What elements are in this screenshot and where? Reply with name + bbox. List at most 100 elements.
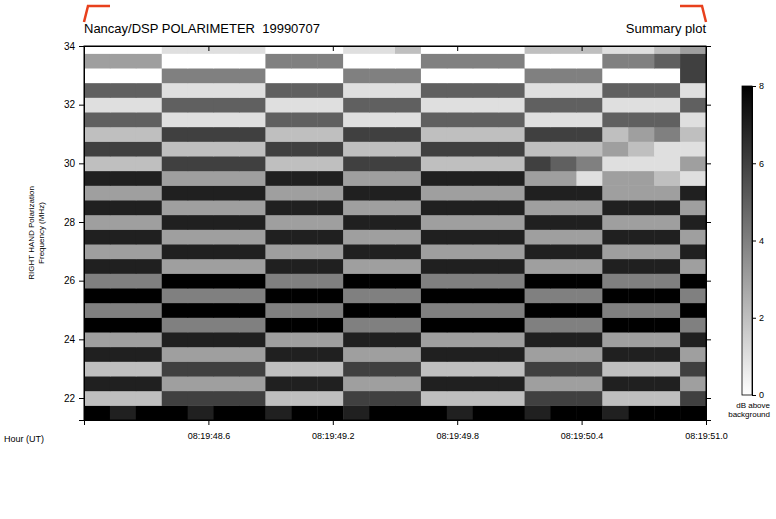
cell — [240, 288, 266, 303]
cell — [576, 127, 602, 142]
cell — [214, 361, 240, 376]
cell — [576, 376, 602, 391]
cell — [551, 259, 577, 274]
cell — [680, 171, 706, 186]
cell — [628, 97, 654, 112]
cell — [602, 405, 628, 420]
cell — [628, 376, 654, 391]
cell — [551, 68, 577, 83]
cell — [654, 46, 680, 54]
tick — [208, 46, 209, 51]
cell — [188, 229, 214, 244]
cell — [680, 97, 706, 112]
cell — [395, 53, 421, 68]
cell — [654, 259, 680, 274]
cell — [473, 391, 499, 406]
cell — [654, 288, 680, 303]
cell — [291, 83, 317, 98]
cell — [188, 141, 214, 156]
cell — [214, 83, 240, 98]
cell — [265, 46, 291, 54]
cell — [291, 347, 317, 362]
cell — [136, 156, 162, 171]
cell — [110, 127, 136, 142]
cell — [499, 229, 525, 244]
cell — [473, 303, 499, 318]
tick: 8 — [752, 81, 764, 91]
cell — [291, 273, 317, 288]
cell — [317, 376, 343, 391]
axis: 22242628303234 — [64, 41, 85, 421]
cell — [499, 46, 525, 54]
cell — [525, 46, 551, 54]
cell — [680, 215, 706, 230]
cell — [576, 141, 602, 156]
cell — [240, 361, 266, 376]
cell — [214, 273, 240, 288]
cell — [240, 347, 266, 362]
cell — [602, 332, 628, 347]
subtitle: Summary plot — [626, 21, 707, 36]
cell — [240, 303, 266, 318]
cell — [473, 347, 499, 362]
cell — [447, 97, 473, 112]
cell — [136, 376, 162, 391]
cell — [317, 200, 343, 215]
cell — [265, 303, 291, 318]
cell — [291, 391, 317, 406]
cell — [473, 97, 499, 112]
cell — [654, 53, 680, 68]
cell — [136, 259, 162, 274]
cell — [628, 83, 654, 98]
colorbar-title: background — [728, 410, 770, 419]
cell — [369, 200, 395, 215]
cell — [628, 273, 654, 288]
cell — [188, 303, 214, 318]
cell — [188, 97, 214, 112]
cell — [447, 171, 473, 186]
cell — [188, 83, 214, 98]
cell — [576, 361, 602, 376]
cell — [188, 259, 214, 274]
cell — [654, 171, 680, 186]
cell — [628, 112, 654, 127]
cell — [162, 83, 188, 98]
cell — [265, 83, 291, 98]
tick-label: 28 — [64, 217, 76, 228]
cell — [369, 53, 395, 68]
cell — [473, 361, 499, 376]
cell — [421, 391, 447, 406]
cell — [136, 97, 162, 112]
cell — [628, 347, 654, 362]
cell — [628, 156, 654, 171]
cell — [525, 171, 551, 186]
cell — [240, 244, 266, 259]
cell — [240, 200, 266, 215]
cell — [369, 171, 395, 186]
cell — [240, 332, 266, 347]
cell — [317, 185, 343, 200]
cell — [628, 405, 654, 420]
cell — [525, 288, 551, 303]
cell — [369, 127, 395, 142]
cell — [291, 244, 317, 259]
cell — [654, 68, 680, 83]
tick — [706, 46, 711, 47]
cell — [680, 376, 706, 391]
cell — [447, 317, 473, 332]
tick: 24 — [64, 334, 84, 345]
cell — [136, 215, 162, 230]
cell — [136, 53, 162, 68]
cell — [499, 185, 525, 200]
cell — [447, 259, 473, 274]
tick-mark — [752, 86, 756, 87]
cell — [628, 53, 654, 68]
cell — [680, 244, 706, 259]
cell — [84, 53, 110, 68]
cell — [343, 141, 369, 156]
tick — [706, 281, 711, 282]
cell — [499, 68, 525, 83]
tick-label: 8 — [759, 81, 764, 91]
tick-label: 08:19:51.0 — [685, 431, 728, 441]
cell — [447, 244, 473, 259]
